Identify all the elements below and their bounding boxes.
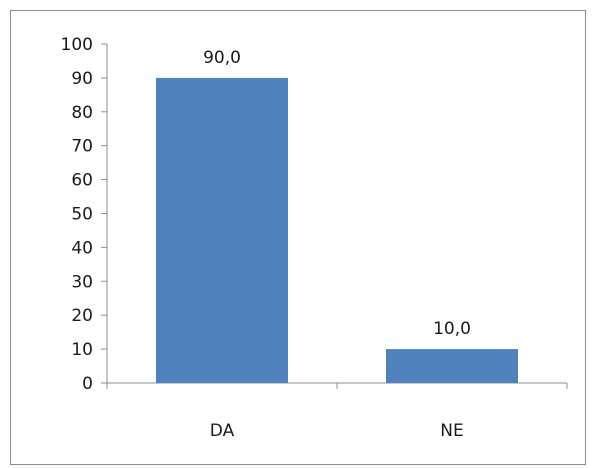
bar-ne: [386, 349, 518, 383]
x-category-label: DA: [210, 421, 235, 441]
y-tick-label: 60: [71, 171, 93, 191]
y-tick-label: 0: [82, 374, 93, 394]
y-tick-label: 20: [71, 306, 93, 326]
data-label-da: 90,0: [203, 48, 241, 68]
x-category-label: NE: [440, 421, 463, 441]
data-label-ne: 10,0: [433, 319, 471, 339]
y-tick-label: 10: [71, 340, 93, 360]
y-tick-label: 90: [71, 69, 93, 89]
y-tick-label: 80: [71, 103, 93, 123]
bar-da: [156, 77, 288, 384]
y-tick-label: 50: [71, 205, 93, 225]
y-tick-label: 40: [71, 238, 93, 258]
chart-frame: 0 10 20 30 40 50 60 70 80 90 100 DA NE 90,0 10,0: [10, 10, 586, 465]
bars: [156, 77, 518, 384]
bar-chart: 0 10 20 30 40 50 60 70 80 90 100 DA NE 90,0 10,0: [61, 35, 568, 441]
data-labels: 90,0 10,0: [203, 48, 471, 339]
y-tick-label: 30: [71, 272, 93, 292]
y-tick-label: 100: [61, 35, 93, 55]
y-axis: 0 10 20 30 40 50 60 70 80 90 100: [61, 35, 108, 394]
x-axis: DA NE: [106, 382, 568, 441]
y-tick-label: 70: [71, 137, 93, 157]
